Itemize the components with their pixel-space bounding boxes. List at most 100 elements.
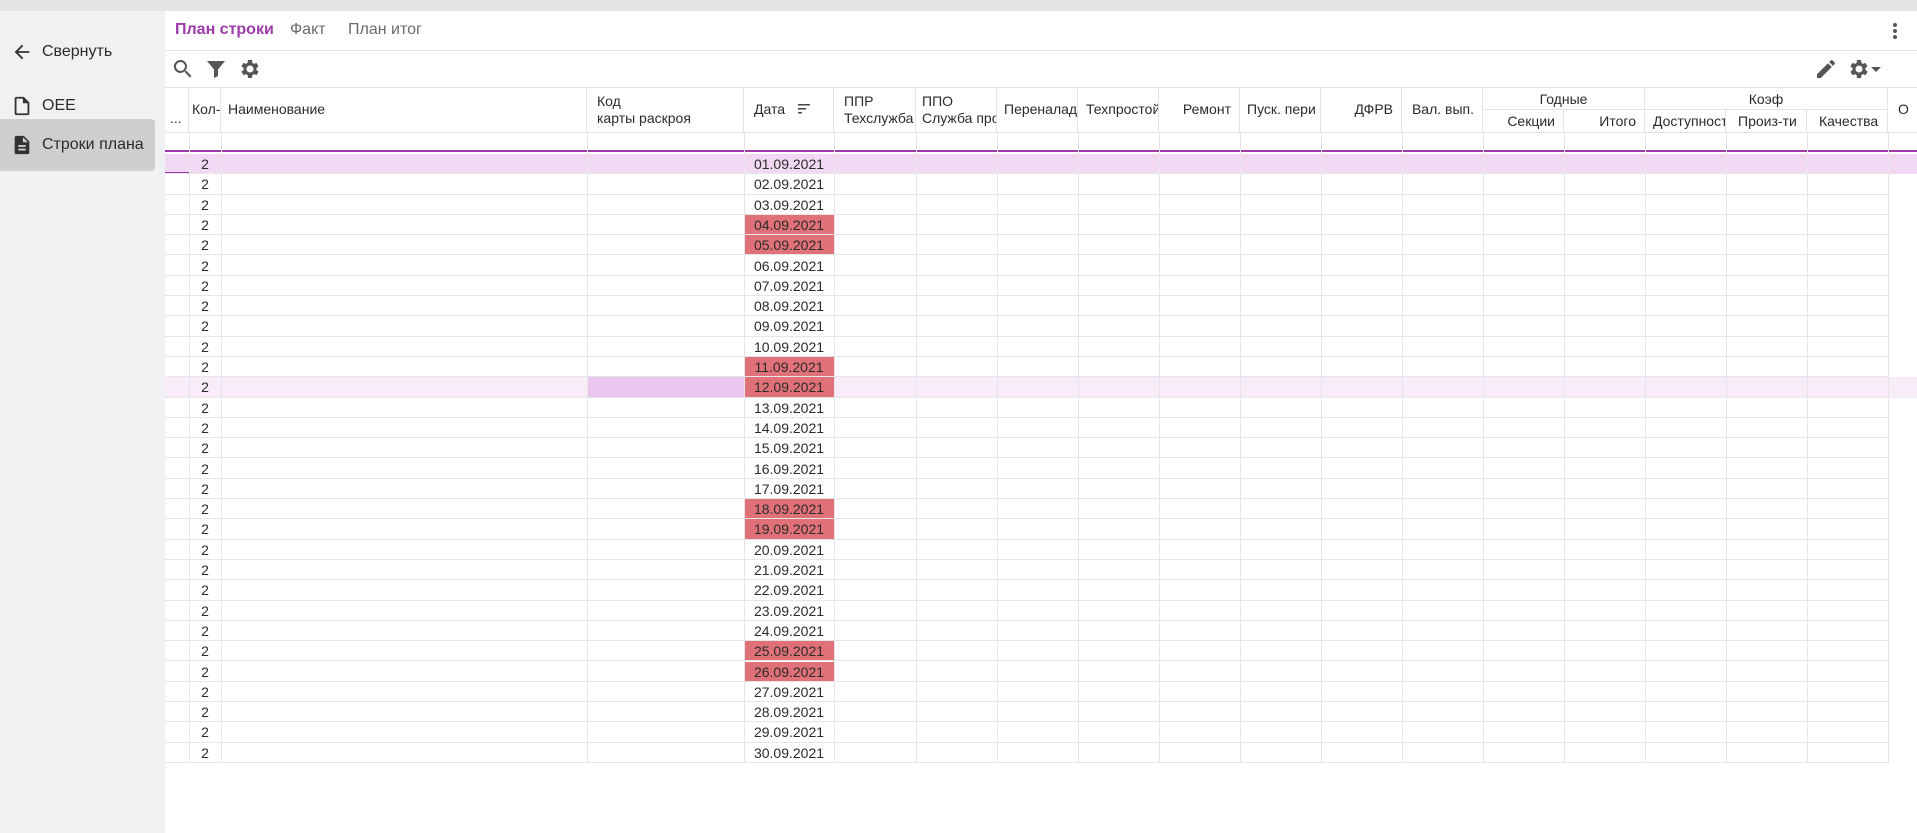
column-header-name[interactable]: Наименование xyxy=(221,88,587,132)
qty-cell[interactable]: 2 xyxy=(201,602,209,619)
qty-cell[interactable]: 2 xyxy=(201,277,209,294)
tab-plan-total[interactable]: План итог xyxy=(348,21,422,38)
date-cell[interactable]: 11.09.2021 xyxy=(744,357,834,377)
date-cell[interactable]: 23.09.2021 xyxy=(753,602,825,619)
table-row[interactable]: 2 24.09.2021 xyxy=(165,621,1917,642)
column-header-selector[interactable]: ... xyxy=(165,88,189,132)
table-row[interactable]: 2 26.09.2021 xyxy=(165,661,1917,682)
column-header-coef-quality[interactable]: Качества xyxy=(1807,110,1888,132)
date-cell[interactable]: 12.09.2021 xyxy=(744,377,834,398)
qty-cell[interactable]: 2 xyxy=(201,156,209,172)
date-cell[interactable]: 09.09.2021 xyxy=(753,318,825,335)
gear-icon[interactable] xyxy=(237,57,261,81)
table-row[interactable]: 2 30.09.2021 xyxy=(165,743,1917,763)
date-cell[interactable]: 14.09.2021 xyxy=(753,419,825,436)
date-cell[interactable]: 18.09.2021 xyxy=(744,499,834,519)
qty-cell[interactable]: 2 xyxy=(201,460,209,477)
qty-cell[interactable]: 2 xyxy=(201,562,209,578)
search-icon[interactable] xyxy=(171,57,195,81)
date-cell[interactable]: 10.09.2021 xyxy=(753,338,825,355)
qty-cell[interactable]: 2 xyxy=(201,440,209,457)
table-row[interactable]: 2 27.09.2021 xyxy=(165,682,1917,703)
qty-cell[interactable]: 2 xyxy=(201,379,209,396)
table-row[interactable]: 2 01.09.2021 xyxy=(165,154,1917,175)
filter-icon[interactable] xyxy=(204,57,228,81)
tab-fact[interactable]: Факт xyxy=(290,21,326,38)
table-row[interactable]: 2 16.09.2021 xyxy=(165,459,1917,479)
date-cell[interactable]: 27.09.2021 xyxy=(753,683,825,700)
date-cell[interactable]: 24.09.2021 xyxy=(753,622,825,639)
table-row[interactable]: 2 14.09.2021 xyxy=(165,418,1917,439)
qty-cell[interactable]: 2 xyxy=(201,216,209,233)
qty-cell[interactable]: 2 xyxy=(201,521,209,538)
qty-cell[interactable]: 2 xyxy=(201,318,209,335)
table-row[interactable]: 2 03.09.2021 xyxy=(165,195,1917,215)
qty-cell[interactable]: 2 xyxy=(201,643,209,660)
column-header-downtime[interactable]: Техпростой xyxy=(1078,88,1159,132)
collapse-button[interactable]: Свернуть xyxy=(0,26,155,78)
date-cell[interactable]: 19.09.2021 xyxy=(744,519,834,540)
date-cell[interactable]: 30.09.2021 xyxy=(753,744,825,761)
pencil-icon[interactable] xyxy=(1814,57,1838,81)
date-cell[interactable]: 26.09.2021 xyxy=(744,661,834,682)
date-cell[interactable]: 17.09.2021 xyxy=(753,480,825,497)
date-cell[interactable]: 22.09.2021 xyxy=(753,582,825,599)
table-row[interactable]: 2 18.09.2021 xyxy=(165,499,1917,520)
gear-dropdown-icon[interactable] xyxy=(1846,57,1870,81)
qty-cell[interactable]: 2 xyxy=(201,683,209,700)
date-cell[interactable]: 02.09.2021 xyxy=(753,176,825,193)
column-header-overflow[interactable]: О xyxy=(1898,101,1909,117)
sidebar-item-plan-rows[interactable]: Строки плана xyxy=(0,119,155,171)
table-row[interactable]: 2 06.09.2021 xyxy=(165,256,1917,276)
date-cell[interactable]: 05.09.2021 xyxy=(744,235,834,255)
table-row[interactable]: 2 29.09.2021 xyxy=(165,722,1917,743)
table-row[interactable]: 2 22.09.2021 xyxy=(165,580,1917,601)
column-header-coef-availability[interactable]: Доступност xyxy=(1645,110,1726,132)
table-row[interactable]: 2 20.09.2021 xyxy=(165,540,1917,560)
date-cell[interactable]: 08.09.2021 xyxy=(753,298,825,315)
table-row[interactable]: 2 28.09.2021 xyxy=(165,702,1917,723)
qty-cell[interactable]: 2 xyxy=(201,744,209,761)
tab-plan-rows[interactable]: План строки xyxy=(175,21,274,38)
qty-cell[interactable]: 2 xyxy=(201,298,209,315)
date-cell[interactable]: 15.09.2021 xyxy=(753,440,825,457)
more-vert-icon[interactable] xyxy=(1887,21,1903,41)
qty-cell[interactable]: 2 xyxy=(201,399,209,416)
column-header-changeover[interactable]: Переналад xyxy=(997,88,1078,132)
date-cell[interactable]: 13.09.2021 xyxy=(753,399,825,416)
date-cell[interactable]: 20.09.2021 xyxy=(753,541,825,558)
table-row[interactable]: 2 07.09.2021 xyxy=(165,276,1917,297)
column-header-good-total[interactable]: Итого xyxy=(1564,110,1645,132)
date-cell[interactable]: 28.09.2021 xyxy=(753,704,825,721)
column-header-good-sections[interactable]: Секции xyxy=(1483,110,1564,132)
date-cell[interactable]: 21.09.2021 xyxy=(753,562,825,578)
qty-cell[interactable]: 2 xyxy=(201,176,209,193)
qty-cell[interactable]: 2 xyxy=(201,501,209,518)
column-header-ppo[interactable]: ППО Служба про xyxy=(916,88,997,132)
filter-row[interactable] xyxy=(165,132,1917,152)
qty-cell[interactable]: 2 xyxy=(201,196,209,213)
table-row[interactable]: 2 05.09.2021 xyxy=(165,235,1917,256)
table-row[interactable]: 2 02.09.2021 xyxy=(165,174,1917,195)
date-cell[interactable]: 16.09.2021 xyxy=(753,460,825,477)
date-cell[interactable]: 03.09.2021 xyxy=(753,196,825,213)
code-cell-focused[interactable] xyxy=(587,377,744,398)
date-cell[interactable]: 06.09.2021 xyxy=(753,257,825,274)
date-cell[interactable]: 25.09.2021 xyxy=(744,641,834,661)
qty-cell[interactable]: 2 xyxy=(201,582,209,599)
column-header-date[interactable]: Дата xyxy=(744,88,834,132)
chevron-down-icon[interactable] xyxy=(1869,57,1883,81)
table-row[interactable]: 2 21.09.2021 xyxy=(165,560,1917,581)
qty-cell[interactable]: 2 xyxy=(201,237,209,254)
date-cell[interactable]: 01.09.2021 xyxy=(753,156,825,172)
qty-cell[interactable]: 2 xyxy=(201,419,209,436)
table-row[interactable]: 2 09.09.2021 xyxy=(165,316,1917,337)
table-row[interactable]: 2 08.09.2021 xyxy=(165,296,1917,317)
qty-cell[interactable]: 2 xyxy=(201,338,209,355)
qty-cell[interactable]: 2 xyxy=(201,704,209,721)
table-row[interactable]: 2 23.09.2021 xyxy=(165,601,1917,621)
table-row[interactable]: 2 04.09.2021 xyxy=(165,214,1917,236)
column-header-repair[interactable]: Ремонт xyxy=(1159,88,1240,132)
qty-cell[interactable]: 2 xyxy=(201,724,209,741)
column-header-coef-performance[interactable]: Произ-ти xyxy=(1726,110,1807,132)
